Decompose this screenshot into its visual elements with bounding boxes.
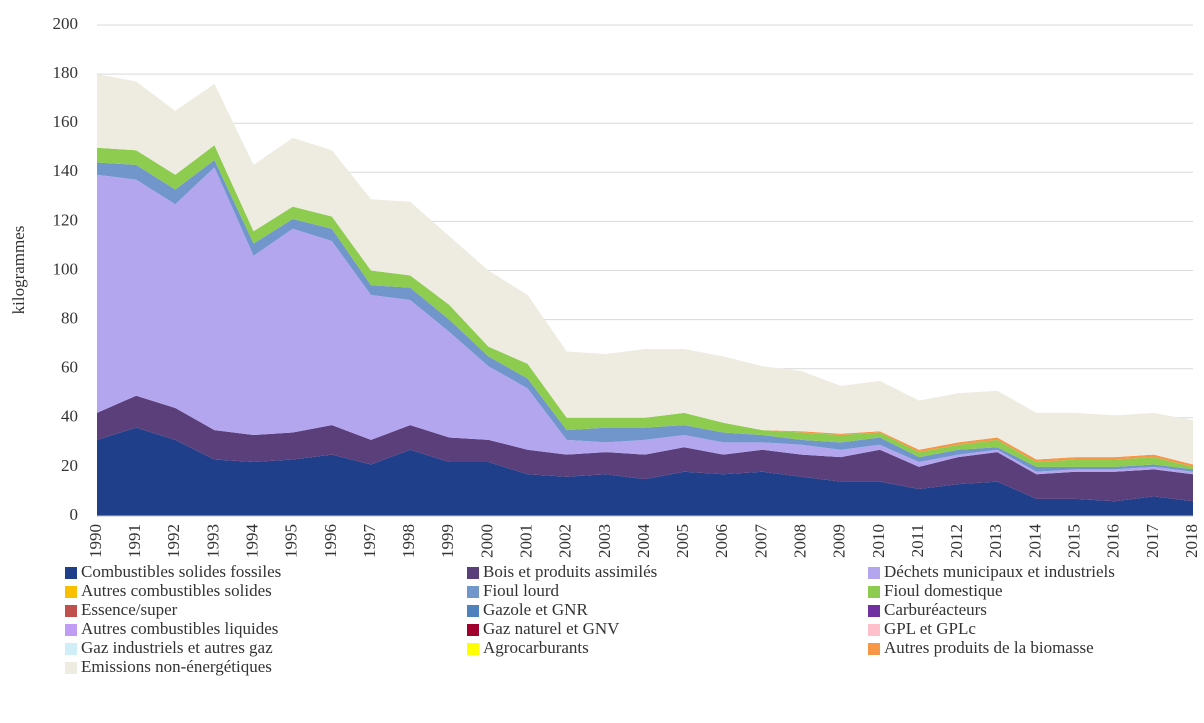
x-tick-label: 1996 <box>321 524 340 558</box>
legend-swatch <box>65 643 77 655</box>
y-axis-label: kilogrammes <box>9 226 28 315</box>
legend-label: Gazole et GNR <box>483 600 588 619</box>
x-tick-label: 2006 <box>712 524 731 558</box>
x-tick-label: 2001 <box>516 524 535 558</box>
legend-swatch <box>868 643 880 655</box>
y-tick-label: 140 <box>53 161 79 180</box>
legend-label: Fioul domestique <box>884 581 1003 600</box>
legend-swatch <box>467 605 479 617</box>
y-tick-label: 160 <box>53 112 79 131</box>
x-tick-label: 1998 <box>399 524 418 558</box>
y-tick-label: 200 <box>53 14 79 33</box>
x-tick-label: 2008 <box>790 524 809 558</box>
legend-label: Gaz naturel et GNV <box>483 619 620 638</box>
legend-swatch <box>65 586 77 598</box>
x-tick-label: 2016 <box>1104 524 1123 558</box>
x-tick-label: 2013 <box>986 524 1005 558</box>
x-tick-label: 1990 <box>86 524 105 558</box>
legend-swatch <box>65 567 77 579</box>
area <box>97 167 1193 475</box>
y-tick-label: 80 <box>61 309 78 328</box>
x-tick-label: 2018 <box>1182 524 1201 558</box>
legend-label: Autres combustibles solides <box>81 581 272 600</box>
x-tick-label: 1992 <box>164 524 183 558</box>
x-tick-label: 2012 <box>947 524 966 558</box>
x-tick-label: 2014 <box>1025 524 1044 559</box>
legend-label: Fioul lourd <box>483 581 560 600</box>
y-tick-label: 60 <box>61 358 78 377</box>
legend-label: GPL et GPLc <box>884 619 976 638</box>
y-tick-label: 0 <box>70 505 79 524</box>
area <box>97 395 1193 502</box>
legend-swatch <box>467 586 479 598</box>
x-tick-label: 1997 <box>360 524 379 559</box>
legend-swatch <box>868 567 880 579</box>
y-tick-label: 100 <box>53 259 79 278</box>
x-tick-label: 2003 <box>595 524 614 558</box>
y-tick-label: 180 <box>53 63 79 82</box>
x-tick-label: 2015 <box>1064 524 1083 558</box>
legend-label: Autres produits de la biomasse <box>884 638 1094 657</box>
legend-label: Agrocarburants <box>483 638 589 657</box>
legend-swatch <box>467 643 479 655</box>
legend-swatch <box>65 662 77 674</box>
legend-swatch <box>65 605 77 617</box>
area <box>97 427 1193 516</box>
x-tick-label: 2017 <box>1143 524 1162 559</box>
x-tick-label: 2005 <box>673 524 692 558</box>
x-tick-label: 1991 <box>125 524 144 558</box>
legend-label: Déchets municipaux et industriels <box>884 562 1115 581</box>
x-tick-label: 1994 <box>242 524 261 559</box>
x-tick-label: 2010 <box>869 524 888 558</box>
x-tick-label: 2004 <box>634 524 653 559</box>
legend-label: Combustibles solides fossiles <box>81 562 281 581</box>
legend-swatch <box>467 567 479 579</box>
legend-label: Carburéacteurs <box>884 600 987 619</box>
x-tick-label: 2000 <box>477 524 496 558</box>
legend-label: Essence/super <box>81 600 178 619</box>
x-tick-label: 2009 <box>830 524 849 558</box>
y-tick-label: 20 <box>61 456 78 475</box>
x-tick-label: 1993 <box>203 524 222 558</box>
x-tick-label: 2007 <box>751 524 770 559</box>
legend-swatch <box>467 624 479 636</box>
x-tick-label: 2011 <box>908 524 927 557</box>
legend-swatch <box>868 605 880 617</box>
legend-label: Autres combustibles liquides <box>81 619 278 638</box>
legend-label: Emissions non-énergétiques <box>81 657 272 676</box>
y-tick-label: 40 <box>61 407 78 426</box>
legend-swatch <box>868 624 880 636</box>
legend-label: Gaz industriels et autres gaz <box>81 638 273 657</box>
x-tick-label: 2002 <box>556 524 575 558</box>
area <box>97 74 1193 465</box>
x-tick-label: 1995 <box>282 524 301 558</box>
legend-swatch <box>868 586 880 598</box>
x-tick-label: 1999 <box>438 524 457 558</box>
legend-swatch <box>65 624 77 636</box>
y-tick-label: 120 <box>53 210 79 229</box>
legend-label: Bois et produits assimilés <box>483 562 657 581</box>
